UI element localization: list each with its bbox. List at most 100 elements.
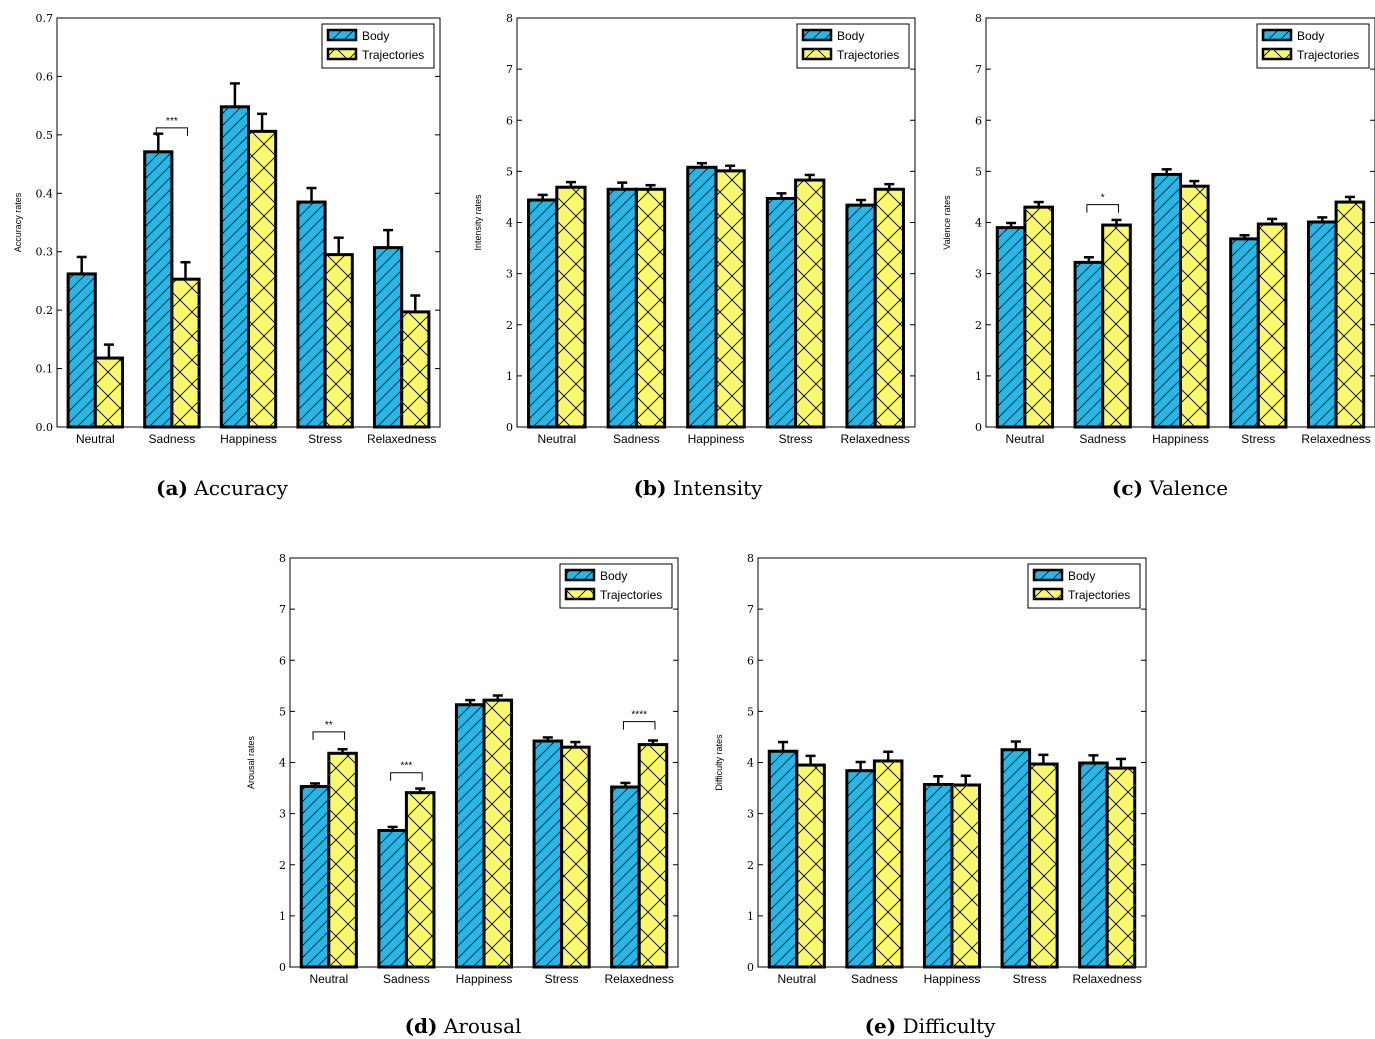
x-tick-label: Relaxedness	[367, 432, 436, 446]
bar-body-sadness	[1073, 260, 1105, 429]
legend-entry-body: Body	[1297, 29, 1324, 43]
x-tick-label: Relaxedness	[841, 432, 910, 446]
y-axis-label: Difficulty rates	[714, 734, 724, 791]
legend-swatch-body	[564, 568, 596, 582]
legend-swatch-trajectories	[801, 47, 833, 61]
y-tick-label: 6	[279, 654, 286, 667]
y-tick-label: 0	[975, 421, 982, 434]
y-axis-label: Valence rates	[942, 195, 952, 250]
x-tick-label: Relaxedness	[1073, 972, 1142, 986]
x-tick-label: Stress	[1241, 432, 1275, 446]
y-tick-label: 6	[506, 114, 513, 127]
legend-entry-body: Body	[1068, 569, 1095, 583]
y-tick-label: 5	[975, 165, 982, 178]
panel-caption: (b) Intensity	[634, 476, 764, 500]
bar-trajectories-sadness	[404, 791, 436, 969]
legend-swatch-body	[326, 28, 358, 42]
x-tick-label: Neutral	[537, 432, 576, 446]
panel-caption: (e) Difficulty	[865, 1014, 997, 1038]
caption-text: Intensity	[667, 476, 764, 500]
legend-entry-trajectories: Trajectories	[1068, 588, 1130, 602]
y-tick-label: 0.0	[36, 421, 54, 434]
y-tick-label: 1	[747, 910, 754, 923]
y-tick-label: 4	[279, 757, 286, 770]
legend: Body Trajectories	[1027, 563, 1141, 609]
bar-body-happiness	[922, 782, 954, 969]
y-tick-label: 0.6	[36, 70, 54, 83]
bar-trajectories-happiness	[1179, 184, 1210, 429]
bar-trajectories-relaxedness	[1105, 766, 1137, 969]
significance-label: **	[325, 720, 333, 731]
bar-body-neutral	[995, 226, 1027, 429]
y-tick-label: 5	[747, 705, 754, 718]
bar-trajectories-sadness	[634, 187, 667, 429]
y-tick-label: 2	[279, 859, 286, 872]
x-tick-label: Happiness	[456, 972, 513, 986]
caption-text: Difficulty	[896, 1014, 996, 1038]
caption-prefix: (c)	[1112, 476, 1143, 500]
y-tick-label: 3	[506, 268, 513, 281]
y-tick-label: 0.5	[36, 129, 54, 142]
x-tick-label: Relaxedness	[605, 972, 674, 986]
legend-swatch-trajectories	[1032, 587, 1064, 601]
bar-body-relaxedness	[1306, 220, 1338, 429]
y-tick-label: 8	[747, 552, 754, 565]
bar-body-stress	[1000, 748, 1032, 969]
y-tick-label: 1	[279, 910, 286, 923]
y-tick-label: 0	[279, 961, 286, 974]
bar-body-neutral	[66, 272, 97, 429]
bar-trajectories-neutral	[327, 751, 358, 969]
significance-label: ****	[631, 710, 647, 721]
y-tick-label: 5	[506, 165, 513, 178]
bar-body-neutral	[299, 785, 331, 969]
y-axis-label: Accuracy rates	[13, 192, 23, 252]
y-tick-label: 0.1	[36, 363, 54, 376]
significance-bracket	[312, 731, 346, 740]
bar-body-happiness	[454, 703, 486, 969]
y-tick-label: 1	[506, 370, 513, 383]
bar-body-sadness	[377, 828, 408, 969]
y-tick-label: 0	[506, 421, 513, 434]
bar-trajectories-sadness	[170, 277, 201, 429]
legend-swatch-trajectories	[326, 47, 358, 61]
legend-entry-trajectories: Trajectories	[1297, 48, 1359, 62]
legend-swatch-trajectories	[1261, 47, 1293, 61]
bar-trajectories-relaxedness	[400, 310, 431, 429]
bar-trajectories-neutral	[93, 356, 124, 429]
y-tick-label: 7	[747, 603, 754, 616]
legend: Body Trajectories	[1256, 23, 1370, 69]
x-tick-label: Neutral	[1006, 432, 1045, 446]
y-tick-label: 4	[747, 757, 754, 770]
x-tick-label: Neutral	[76, 432, 115, 446]
x-tick-label: Sadness	[383, 972, 430, 986]
y-axis-label: Arousal rates	[246, 735, 256, 789]
y-tick-label: 6	[747, 654, 754, 667]
bar-body-relaxedness	[610, 785, 641, 969]
x-tick-label: Sadness	[1079, 432, 1126, 446]
caption-prefix: (a)	[156, 476, 188, 500]
bar-trajectories-stress	[560, 745, 591, 969]
x-tick-label: Stress	[545, 972, 579, 986]
x-tick-label: Sadness	[613, 432, 660, 446]
legend-swatch-body	[1261, 28, 1293, 42]
legend-swatch-body	[801, 28, 833, 42]
y-tick-label: 8	[279, 552, 286, 565]
significance-label: *	[1101, 193, 1105, 204]
y-tick-label: 8	[975, 12, 982, 25]
bar-body-stress	[765, 196, 798, 429]
bar-trajectories-relaxedness	[873, 187, 905, 429]
chart-panel-valence: 0 1 2 3 4 5 6 7 8 Valence rates Neutral Sadness Happ…	[942, 12, 1375, 500]
y-tick-label: 0.3	[36, 246, 54, 259]
bar-body-stress	[296, 200, 327, 429]
y-tick-label: 7	[506, 63, 513, 76]
y-tick-label: 2	[747, 859, 754, 872]
panel-caption: (d) Arousal	[405, 1014, 522, 1038]
bar-body-relaxedness	[373, 246, 404, 429]
significance-label: ***	[166, 116, 178, 127]
y-tick-label: 3	[747, 808, 754, 821]
y-tick-label: 4	[975, 217, 982, 230]
panel-caption: (c) Valence	[1112, 476, 1228, 500]
y-axis-label: Intensity rates	[473, 194, 483, 251]
y-tick-label: 2	[506, 319, 513, 332]
bar-body-sadness	[606, 187, 638, 429]
